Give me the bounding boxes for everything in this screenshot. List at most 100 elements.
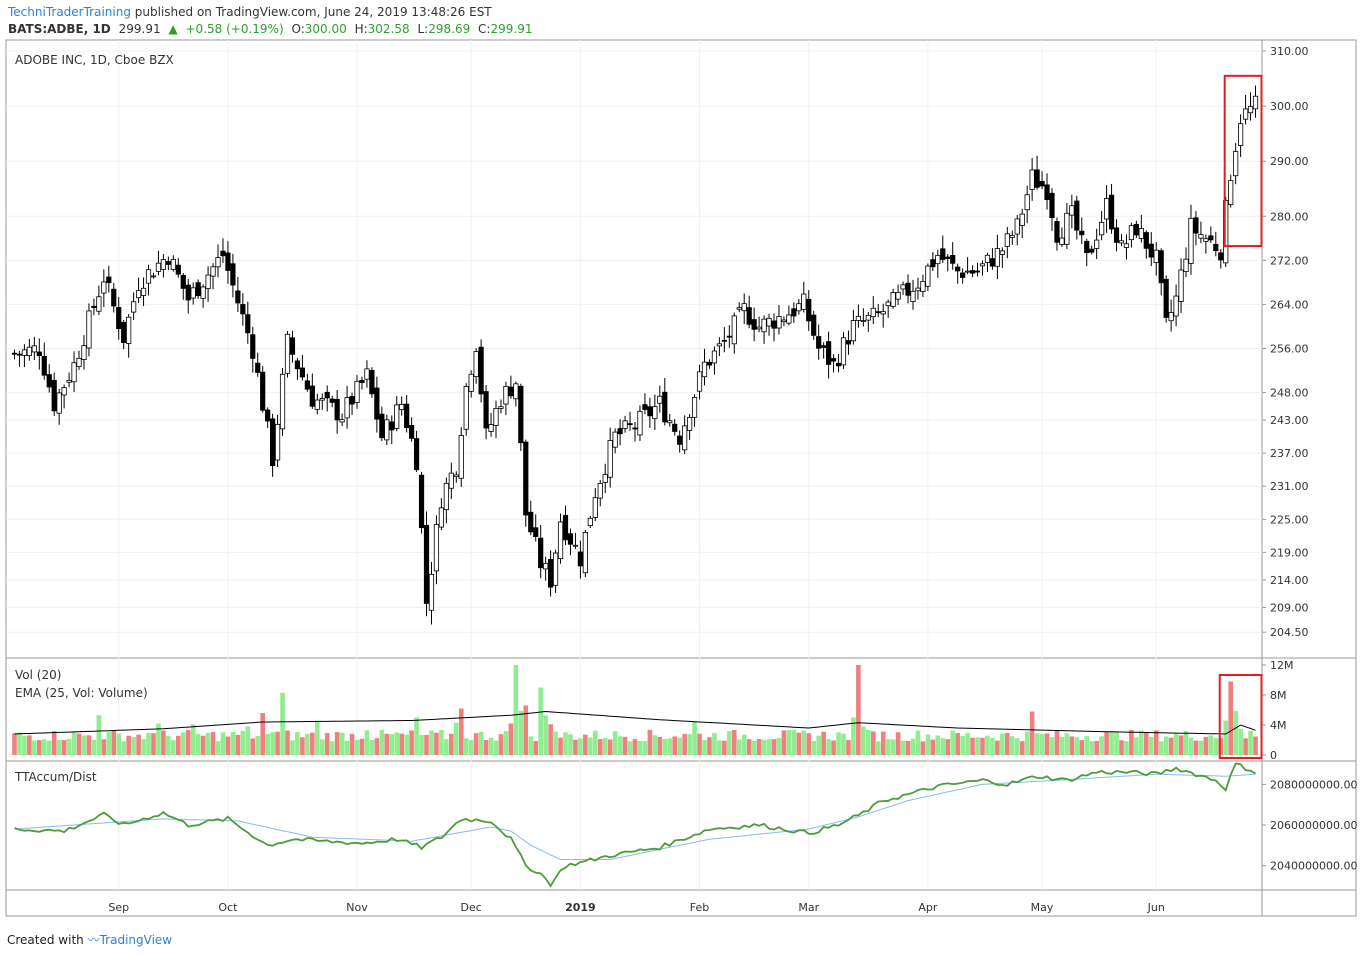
volume-ema-title: EMA (25, Vol: Volume) <box>15 686 148 700</box>
candle-body <box>508 386 514 397</box>
candle-body <box>334 398 340 421</box>
volume-bar <box>885 739 891 755</box>
volume-bar <box>334 732 340 755</box>
candle-body <box>200 286 206 299</box>
open-label: O: <box>291 22 305 36</box>
candle-body <box>284 333 291 374</box>
candle-body <box>691 397 698 418</box>
up-arrow-icon: ▲ <box>168 22 178 36</box>
candle-body <box>830 358 837 362</box>
candle-body <box>1079 230 1085 236</box>
candle-body <box>731 315 737 345</box>
volume-bar <box>1005 733 1010 755</box>
volume-bar <box>106 732 112 755</box>
candle-body <box>1059 237 1065 245</box>
candle-body <box>1128 225 1135 241</box>
volume-bar <box>1188 737 1194 755</box>
candle-body <box>567 533 574 545</box>
candle-body <box>1118 240 1125 244</box>
accum-line <box>14 762 1256 888</box>
publish-info: TechniTraderTraining published on Tradin… <box>8 5 492 19</box>
volume-bar <box>151 733 156 755</box>
candle-body <box>498 406 504 409</box>
volume-bar <box>1139 730 1144 755</box>
close-label: C: <box>478 22 491 36</box>
candle-body <box>1103 198 1110 220</box>
author-link[interactable]: TechniTraderTraining <box>8 5 131 19</box>
volume-bar <box>324 732 330 755</box>
price-tick-label: 204.50 <box>1270 626 1309 639</box>
candle-body <box>984 254 991 263</box>
volume-bar <box>622 736 628 755</box>
candle-body <box>761 318 767 333</box>
candle-body <box>1069 205 1075 216</box>
candle-body <box>61 387 67 396</box>
volume-bar <box>101 739 107 755</box>
candle-body <box>250 334 256 359</box>
volume-bar <box>543 715 548 755</box>
candle-body <box>890 292 896 307</box>
candle-body <box>374 387 380 420</box>
low-label: L: <box>417 22 429 36</box>
volume-bar <box>612 731 618 755</box>
volume-bar <box>46 740 52 755</box>
volume-bar <box>453 722 459 755</box>
volume-bar <box>493 740 499 755</box>
candle-body <box>1208 235 1214 241</box>
volume-bar <box>280 692 285 755</box>
volume-bar <box>265 733 270 755</box>
candle-body <box>652 406 658 420</box>
candle-body <box>667 420 673 424</box>
price-tick-label: 231.00 <box>1270 480 1309 493</box>
price-tick-label: 264.00 <box>1270 298 1309 311</box>
candle-body <box>369 370 375 395</box>
volume-bar <box>985 735 990 755</box>
volume-bar <box>121 741 126 755</box>
candle-body <box>736 307 742 310</box>
candle-body <box>1153 249 1159 263</box>
candle-body <box>1029 169 1035 190</box>
volume-bar <box>86 735 92 755</box>
candle-body <box>627 423 633 426</box>
volume-bar <box>111 730 117 755</box>
candle-body <box>185 284 191 301</box>
volume-bar <box>473 733 479 755</box>
candle-body <box>850 320 857 342</box>
volume-bar <box>369 739 375 755</box>
accum-tick-label: 2080000000.00 <box>1270 778 1357 791</box>
volume-bar <box>290 740 295 755</box>
volume-bar <box>826 739 831 755</box>
x-tick-label: Mar <box>798 901 819 914</box>
volume-bar <box>796 732 802 755</box>
candle-body <box>16 353 23 356</box>
candle-body <box>175 264 181 275</box>
candle-body <box>940 248 946 260</box>
candle-body <box>220 250 226 257</box>
volume-bar <box>895 732 901 755</box>
volume-bar <box>736 739 742 755</box>
volume-bar <box>518 710 524 755</box>
volume-bar <box>1084 736 1090 755</box>
candle-body <box>443 482 449 511</box>
candle-body <box>1188 217 1194 264</box>
volume-bar <box>314 720 320 755</box>
volume-bar <box>250 738 256 755</box>
tradingview-link[interactable]: TradingView <box>99 933 173 947</box>
candle-body <box>696 371 703 392</box>
price-tick-label: 256.00 <box>1270 343 1309 356</box>
candle-body <box>885 301 891 307</box>
price-tick-label: 243.00 <box>1270 414 1309 427</box>
volume-bar <box>384 733 390 755</box>
volume-bar <box>945 739 951 755</box>
volume-bar <box>389 734 395 755</box>
candle-body <box>235 290 241 304</box>
candle-body <box>617 428 623 435</box>
candle-body <box>989 258 996 267</box>
candle-body <box>895 292 901 300</box>
candle-body <box>1019 213 1025 226</box>
ohlc-legend: BATS:ADBE, 1D 299.91 ▲ +0.58 (+0.19%) O:… <box>8 22 536 36</box>
volume-bar <box>597 739 603 755</box>
candle-body <box>1233 151 1239 177</box>
volume-bar <box>1248 730 1253 755</box>
